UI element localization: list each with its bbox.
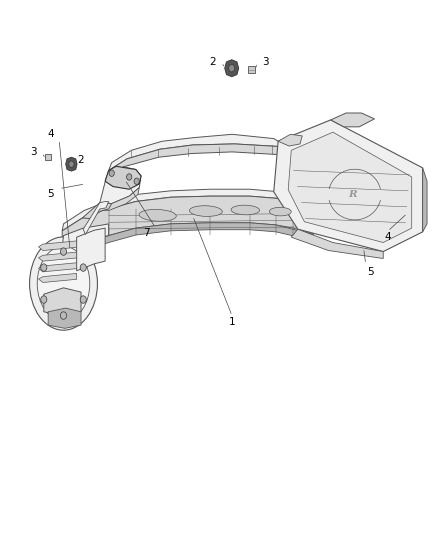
Circle shape: [60, 248, 67, 255]
Polygon shape: [39, 263, 77, 272]
Text: 1: 1: [229, 318, 236, 327]
Circle shape: [80, 264, 86, 271]
Circle shape: [109, 170, 114, 176]
Polygon shape: [39, 273, 77, 282]
Text: 4: 4: [47, 130, 54, 139]
Ellipse shape: [29, 237, 97, 330]
Text: 3: 3: [262, 58, 269, 67]
Circle shape: [127, 174, 132, 180]
Polygon shape: [66, 157, 77, 171]
Polygon shape: [105, 166, 141, 189]
Text: R: R: [348, 190, 357, 199]
Polygon shape: [331, 113, 374, 127]
Circle shape: [80, 296, 86, 303]
Text: 2: 2: [209, 58, 216, 67]
Text: 3: 3: [30, 148, 37, 157]
Circle shape: [229, 64, 235, 72]
Polygon shape: [106, 144, 280, 179]
Ellipse shape: [269, 207, 291, 216]
Polygon shape: [61, 223, 315, 264]
Polygon shape: [274, 120, 423, 252]
Polygon shape: [423, 168, 427, 232]
Polygon shape: [62, 189, 315, 231]
Circle shape: [60, 312, 67, 319]
Polygon shape: [45, 154, 51, 160]
Text: 7: 7: [143, 228, 150, 238]
Ellipse shape: [190, 206, 222, 216]
Polygon shape: [278, 134, 302, 146]
Polygon shape: [97, 188, 139, 211]
Circle shape: [41, 296, 47, 303]
Polygon shape: [248, 67, 254, 73]
Polygon shape: [62, 224, 109, 248]
Text: 2: 2: [78, 156, 85, 165]
Ellipse shape: [231, 205, 259, 215]
Polygon shape: [100, 167, 141, 204]
Text: 5: 5: [47, 189, 54, 199]
Polygon shape: [48, 308, 81, 328]
Ellipse shape: [37, 246, 90, 321]
Circle shape: [69, 161, 74, 167]
Polygon shape: [39, 241, 77, 251]
Circle shape: [134, 178, 139, 184]
Polygon shape: [62, 196, 313, 257]
Text: 5: 5: [367, 268, 374, 277]
Polygon shape: [82, 203, 112, 219]
Polygon shape: [83, 201, 109, 235]
Polygon shape: [225, 60, 239, 77]
Polygon shape: [77, 228, 105, 271]
Polygon shape: [291, 229, 383, 259]
Polygon shape: [109, 134, 280, 171]
Text: 4: 4: [384, 232, 391, 241]
Polygon shape: [288, 132, 412, 243]
Circle shape: [41, 264, 47, 271]
Polygon shape: [39, 252, 77, 261]
Polygon shape: [44, 288, 81, 316]
Ellipse shape: [139, 209, 176, 221]
